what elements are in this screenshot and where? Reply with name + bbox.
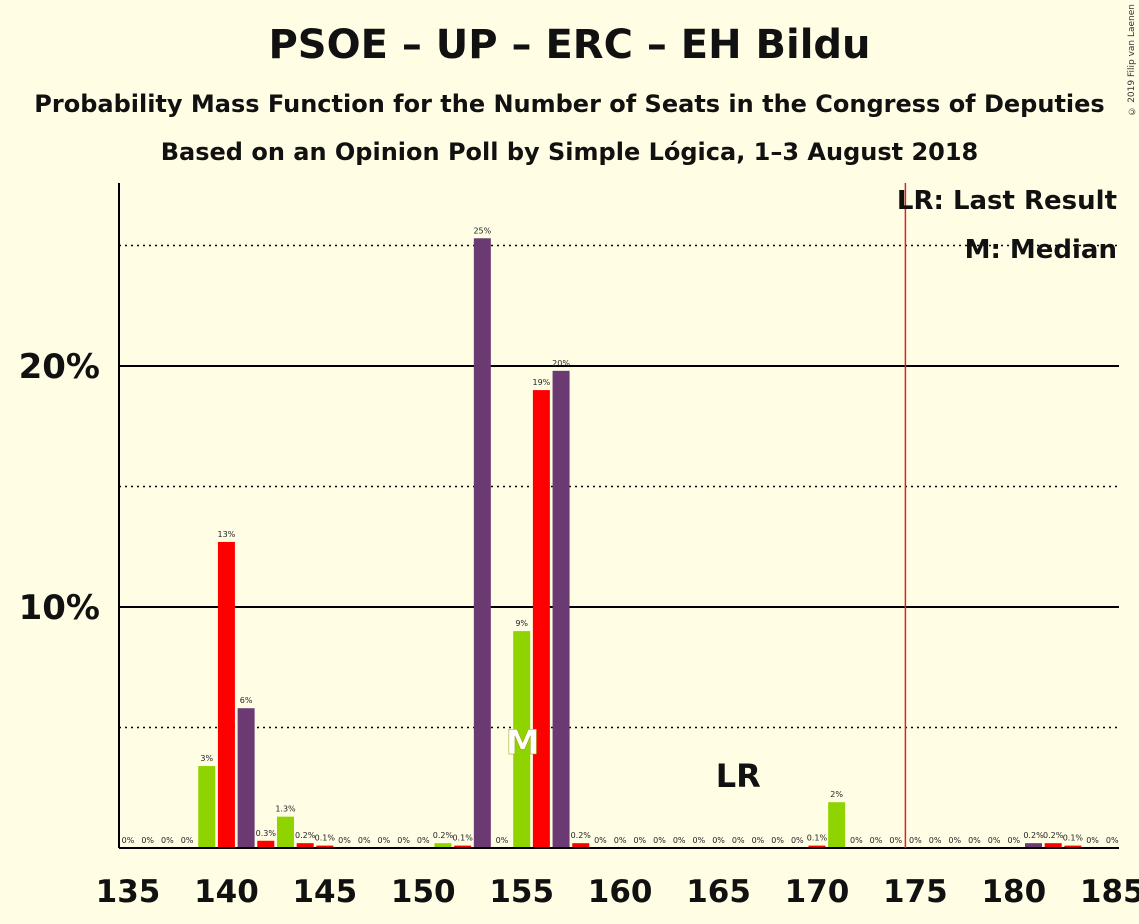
bar-value-label: 25%	[473, 226, 491, 235]
chart-title: PSOE – UP – ERC – EH Bildu	[268, 22, 871, 68]
bar-value-label: 6%	[240, 696, 253, 705]
bar	[217, 541, 235, 848]
x-tick-label: 145	[292, 874, 357, 910]
bar	[316, 845, 334, 848]
legend-median: M: Median	[965, 235, 1117, 265]
x-tick-label: 160	[588, 874, 653, 910]
bar-value-label: 0%	[929, 836, 942, 845]
bar-value-label: 0%	[889, 836, 902, 845]
bar-value-label: 0%	[122, 836, 135, 845]
x-tick-label: 165	[686, 874, 751, 910]
bar-value-label: 0%	[633, 836, 646, 845]
bar-value-label: 9%	[515, 619, 528, 628]
x-tick-label: 170	[785, 874, 850, 910]
x-tick-label: 135	[96, 874, 161, 910]
median-marker: M	[506, 723, 540, 763]
bar-value-label: 19%	[532, 378, 550, 387]
bar-value-label: 0%	[161, 836, 174, 845]
bar-value-label: 0%	[968, 836, 981, 845]
bar	[532, 390, 550, 848]
bar-value-label: 0%	[417, 836, 430, 845]
bar-value-label: 0%	[771, 836, 784, 845]
bar-value-label: 0%	[614, 836, 627, 845]
bar-value-label: 0.3%	[256, 829, 277, 838]
bar	[198, 766, 216, 848]
bar-value-label: 0%	[948, 836, 961, 845]
bar-value-label: 0.1%	[807, 834, 828, 843]
bar	[572, 843, 590, 848]
bar-value-label: 1.3%	[275, 805, 296, 814]
bar-value-label: 0%	[181, 836, 194, 845]
bar	[1025, 843, 1043, 848]
bar-value-label: 0%	[496, 836, 509, 845]
bar-value-label: 0%	[594, 836, 607, 845]
y-tick-label: 10%	[19, 588, 100, 628]
bar-value-label: 20%	[552, 359, 570, 368]
x-tick-label: 140	[194, 874, 259, 910]
bar	[808, 845, 826, 848]
bar-value-label: 0.2%	[1023, 831, 1044, 840]
bar-value-label: 0%	[693, 836, 706, 845]
bar	[434, 843, 452, 848]
bar-value-label: 0%	[653, 836, 666, 845]
bar-value-label: 0%	[712, 836, 725, 845]
x-tick-label: 185	[1080, 874, 1139, 910]
bar-value-label: 0%	[988, 836, 1001, 845]
bar	[1064, 845, 1082, 848]
bar-value-label: 13%	[218, 530, 236, 539]
legend-last-result: LR: Last Result	[897, 186, 1117, 216]
bar-value-label: 0%	[378, 836, 391, 845]
bar	[1044, 843, 1062, 848]
bar-value-label: 0%	[673, 836, 686, 845]
bar-value-label: 0%	[1007, 836, 1020, 845]
last-result-marker: LR	[716, 757, 761, 795]
bar	[513, 631, 531, 848]
bar	[454, 845, 472, 848]
y-tick-label: 20%	[19, 347, 100, 387]
bar-value-label: 0%	[870, 836, 883, 845]
bar-value-label: 0%	[358, 836, 371, 845]
bar-value-label: 0%	[909, 836, 922, 845]
bar	[257, 840, 275, 848]
bar-value-label: 3%	[200, 754, 213, 763]
bar-value-label: 0.1%	[1063, 834, 1084, 843]
x-tick-label: 155	[489, 874, 554, 910]
bar-value-label: 0%	[791, 836, 804, 845]
bar-value-label: 0.2%	[1043, 831, 1064, 840]
bar	[473, 238, 491, 848]
bar	[296, 843, 314, 848]
bar-value-label: 2%	[830, 790, 843, 799]
bar-value-label: 0%	[752, 836, 765, 845]
bar-value-label: 0.2%	[433, 831, 454, 840]
bar	[237, 708, 255, 848]
bar-value-label: 0%	[397, 836, 410, 845]
bar-value-label: 0.2%	[295, 831, 316, 840]
x-tick-label: 180	[981, 874, 1046, 910]
bar-value-label: 0.1%	[315, 834, 336, 843]
chart-subtitle: Probability Mass Function for the Number…	[34, 90, 1105, 118]
bar-value-label: 0%	[338, 836, 351, 845]
bar	[276, 816, 294, 848]
bar	[552, 370, 570, 848]
x-tick-label: 150	[391, 874, 456, 910]
bar-value-label: 0%	[732, 836, 745, 845]
bar-value-label: 0%	[1106, 836, 1119, 845]
bar-value-label: 0.2%	[571, 831, 592, 840]
bar	[828, 802, 846, 848]
bar-value-label: 0%	[850, 836, 863, 845]
bar-value-label: 0%	[141, 836, 154, 845]
bar-value-label: 0%	[1086, 836, 1099, 845]
x-tick-label: 175	[883, 874, 948, 910]
bar-value-label: 0.1%	[452, 834, 473, 843]
chart-source-note: Based on an Opinion Poll by Simple Lógic…	[160, 138, 979, 166]
